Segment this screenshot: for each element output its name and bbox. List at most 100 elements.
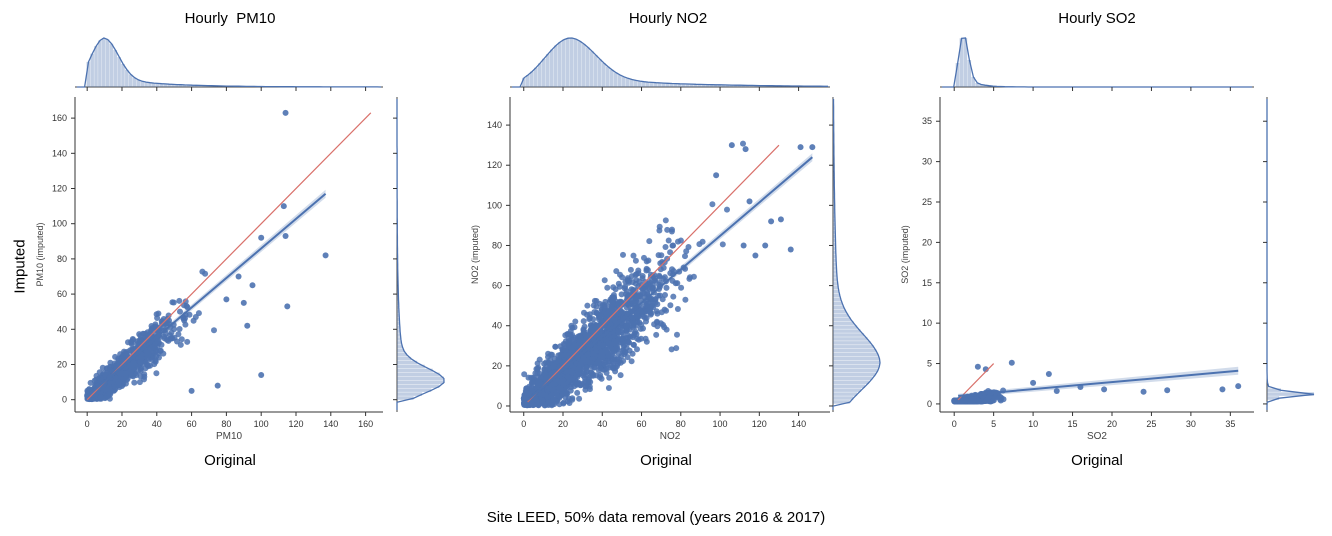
scatter-point bbox=[583, 364, 590, 371]
scatter-point bbox=[547, 356, 554, 363]
scatter-point bbox=[633, 294, 640, 301]
scatter-point bbox=[656, 292, 663, 299]
scatter-point bbox=[141, 373, 148, 380]
scatter-point bbox=[619, 335, 626, 342]
y-tick-label: 100 bbox=[52, 219, 67, 229]
scatter-point bbox=[534, 370, 541, 377]
right-hist-bar bbox=[833, 207, 835, 211]
scatter-point-outlier bbox=[284, 303, 291, 310]
right-hist-bar bbox=[397, 337, 401, 341]
scatter-point bbox=[555, 356, 562, 363]
top-hist-bar bbox=[746, 85, 750, 87]
top-hist-bar bbox=[578, 41, 582, 87]
scatter-point bbox=[678, 284, 685, 291]
scatter-point bbox=[664, 226, 671, 233]
scatter-point bbox=[601, 322, 608, 329]
top-hist-bar bbox=[530, 71, 534, 87]
scatter-point-outlier bbox=[746, 198, 753, 205]
right-hist-bar bbox=[833, 250, 836, 255]
scatter-point bbox=[620, 347, 627, 354]
scatter-point-outlier bbox=[1045, 371, 1052, 378]
scatter-point bbox=[568, 368, 574, 375]
scatter-point bbox=[615, 300, 622, 307]
top-hist-bar bbox=[742, 85, 746, 87]
scatter-point bbox=[548, 392, 555, 399]
scatter-point bbox=[625, 339, 632, 346]
scatter-series bbox=[951, 359, 1242, 405]
top-hist-bar bbox=[167, 84, 171, 87]
top-hist-bar bbox=[159, 83, 164, 87]
y-tick-label: 0 bbox=[62, 395, 67, 405]
scatter-point-outlier bbox=[258, 372, 265, 379]
right-hist-bar bbox=[833, 246, 836, 251]
scatter-point bbox=[724, 206, 730, 213]
right-hist-bar bbox=[833, 349, 877, 353]
top-hist-bar bbox=[618, 74, 622, 87]
scatter-point bbox=[91, 377, 98, 384]
right-hist-bar bbox=[833, 266, 837, 270]
right-hist-bar bbox=[833, 396, 854, 400]
right-hist-bar bbox=[397, 352, 407, 357]
right-hist-bar bbox=[833, 286, 839, 290]
top-hist-bar bbox=[90, 53, 94, 87]
scatter-point-outlier bbox=[223, 296, 230, 303]
y-tick-label: 15 bbox=[922, 278, 932, 288]
right-hist-bar bbox=[833, 313, 849, 318]
scatter-point bbox=[618, 291, 625, 298]
scatter-point bbox=[623, 288, 630, 294]
scatter-point bbox=[606, 340, 612, 347]
top-hist-bar bbox=[94, 46, 98, 87]
top-hist-bar bbox=[205, 85, 210, 87]
scatter-point bbox=[644, 267, 651, 273]
scatter-point bbox=[569, 324, 576, 331]
scatter-point bbox=[586, 386, 593, 393]
scatter-point bbox=[653, 318, 660, 325]
scatter-point bbox=[140, 330, 146, 337]
scatter-point bbox=[588, 369, 595, 376]
scatter-point bbox=[162, 330, 169, 337]
scatter-point-outlier bbox=[1140, 388, 1147, 395]
scatter-point-outlier bbox=[280, 203, 287, 210]
right-hist-bar bbox=[1267, 392, 1314, 396]
scatter-point-outlier bbox=[713, 172, 720, 179]
panel-title-so2: Hourly SO2 bbox=[1058, 10, 1136, 27]
scatter-point bbox=[682, 296, 689, 303]
x-tick-label: 120 bbox=[752, 419, 767, 429]
top-hist-bar bbox=[522, 77, 526, 87]
top-hist-bar bbox=[638, 81, 642, 87]
right-hist-bar bbox=[833, 356, 880, 361]
right-hist-bar bbox=[833, 282, 838, 286]
top-hist-bar bbox=[132, 77, 137, 87]
x-tick-label: 100 bbox=[713, 419, 728, 429]
scatter-point bbox=[575, 379, 582, 386]
top-hist-bar bbox=[650, 82, 654, 87]
right-hist-bar bbox=[833, 242, 836, 247]
x-tick-label: 40 bbox=[152, 419, 162, 429]
x-axis-label: NO2 bbox=[660, 431, 681, 442]
top-hist-bar bbox=[670, 83, 674, 87]
scatter-point bbox=[520, 395, 527, 402]
scatter-point bbox=[609, 294, 616, 301]
scatter-point bbox=[686, 275, 693, 282]
scatter-point bbox=[667, 249, 674, 256]
right-hist-bar bbox=[833, 392, 858, 396]
scatter-point bbox=[153, 353, 160, 360]
scatter-point bbox=[602, 361, 609, 368]
y-tick-label: 160 bbox=[52, 113, 67, 123]
right-kde-curve bbox=[396, 99, 445, 410]
top-hist-bar bbox=[125, 69, 129, 87]
right-hist-bar bbox=[833, 262, 837, 266]
scatter-point bbox=[580, 318, 587, 325]
scatter-point bbox=[610, 284, 617, 291]
right-hist-bar bbox=[833, 211, 835, 215]
scatter-point bbox=[624, 354, 631, 361]
top-hist-bar bbox=[190, 85, 195, 87]
x-tick-label: 10 bbox=[1028, 419, 1038, 429]
scatter-point-outlier bbox=[214, 382, 221, 389]
scatter-point bbox=[630, 252, 637, 259]
y-tick-label: 20 bbox=[492, 361, 502, 371]
top-hist-bar bbox=[163, 83, 168, 87]
scatter-point bbox=[115, 355, 122, 362]
x-tick-label: 25 bbox=[1146, 419, 1156, 429]
